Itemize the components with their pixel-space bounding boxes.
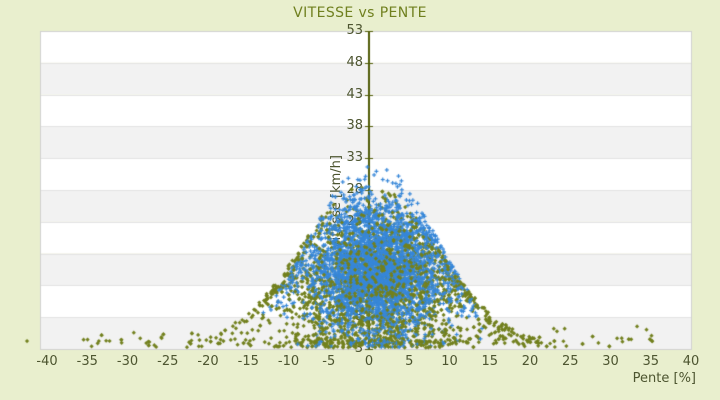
chart-title: VITESSE vs PENTE xyxy=(293,5,427,21)
x-axis-title: Pente [%] xyxy=(632,371,696,386)
